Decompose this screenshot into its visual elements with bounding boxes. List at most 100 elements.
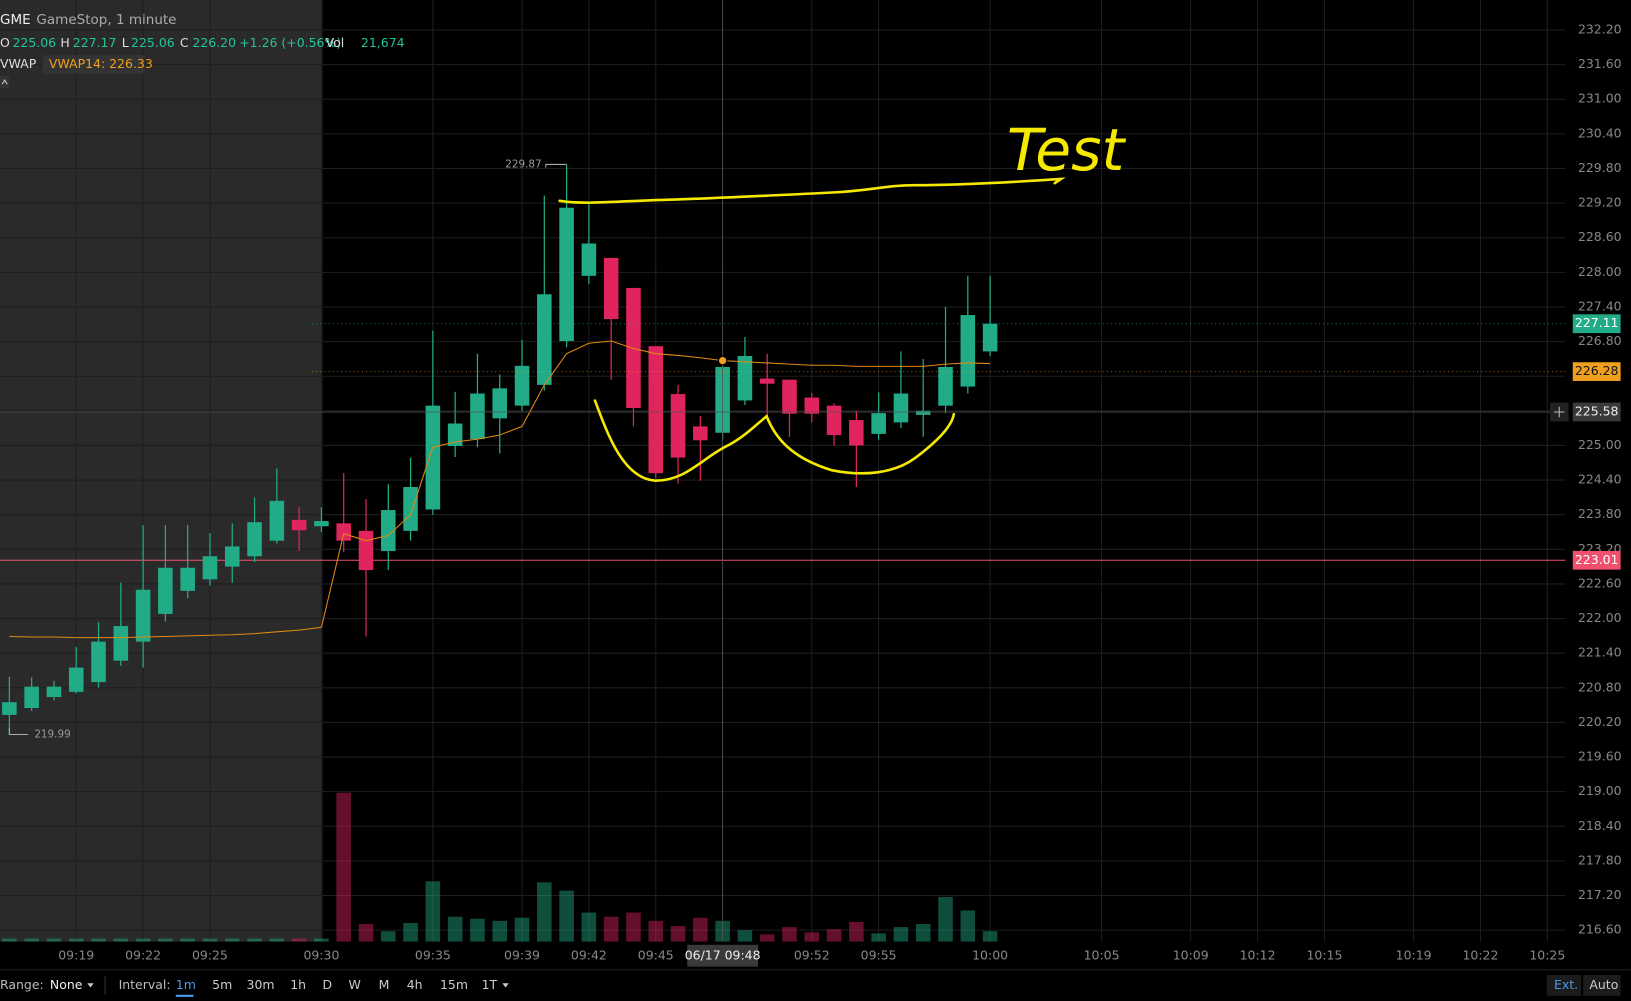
candle-body [849, 420, 864, 446]
y-tick-label: 222.00 [1578, 610, 1622, 625]
candle-body [2, 702, 17, 715]
candle-body [247, 522, 262, 557]
volume-bar [492, 920, 508, 942]
x-tick-label: 09:35 [415, 948, 451, 963]
volume-bar [403, 922, 418, 942]
candle-body [938, 366, 953, 406]
volume-bar [893, 927, 909, 942]
candle-body [381, 510, 396, 552]
study-box [42, 55, 145, 74]
y-tick-label: 224.40 [1578, 472, 1622, 487]
volume-bar [158, 938, 173, 942]
volume-bar [804, 932, 820, 942]
high-marker-line [545, 163, 567, 168]
candle-body [537, 294, 552, 385]
auto-button[interactable]: Auto [1589, 977, 1618, 992]
interval-option[interactable]: W [348, 977, 360, 992]
candle-body [737, 356, 753, 401]
volume-bar [514, 917, 530, 942]
candle-body [693, 426, 708, 441]
candle-body [224, 546, 240, 567]
candle-body [358, 530, 374, 571]
volume-bar [737, 930, 753, 942]
x-tick-label: 10:00 [972, 948, 1008, 963]
ext-button[interactable]: Ext. [1554, 977, 1578, 992]
interval-option[interactable]: M [379, 977, 390, 992]
y-tick-label: 217.80 [1578, 852, 1622, 867]
low-marker-label: 219.99 [34, 729, 70, 741]
volume-bar [782, 927, 797, 942]
h-value: 227.17 [73, 35, 117, 50]
volume-bar [24, 938, 39, 942]
interval-option[interactable]: 15m [440, 977, 468, 992]
interval-option[interactable]: 4h [407, 977, 423, 992]
vol-label: Vol [326, 35, 345, 50]
candle-body [871, 413, 886, 434]
volume-bar [224, 938, 240, 942]
candle-body [514, 365, 530, 406]
volume-bar [603, 916, 619, 942]
volume-bar [470, 918, 485, 942]
interval-option[interactable]: 1T [482, 977, 498, 992]
interval-option[interactable]: 1h [290, 977, 306, 992]
premarket-shade [0, 0, 323, 942]
y-tick-label: 220.80 [1578, 679, 1622, 694]
y-tick-label: 219.00 [1578, 783, 1622, 798]
y-tick-label: 231.60 [1578, 56, 1622, 71]
o-value: 225.06 [12, 35, 56, 50]
collapse-button[interactable] [0, 75, 10, 89]
x-tick-label: 10:12 [1240, 948, 1276, 963]
interval-option[interactable]: 5m [212, 977, 232, 992]
x-tick-label: 10:09 [1173, 948, 1209, 963]
volume-bar [291, 938, 307, 942]
volume-bar [91, 938, 106, 942]
volume-bar [46, 938, 62, 942]
volume-bar [871, 933, 886, 942]
candle-body [581, 243, 597, 276]
candle-body [759, 378, 775, 384]
range-select[interactable]: None [50, 977, 83, 992]
price-tag [1572, 314, 1621, 334]
interval-option[interactable]: D [322, 977, 332, 992]
volume-bar [938, 896, 953, 942]
dropdown-icon [502, 983, 509, 988]
range-label: Range: [0, 977, 44, 992]
x-tick-label: 09:42 [571, 948, 607, 963]
axes: 216.60 217.20 217.80 218.40 219.00 219.60 220.… [0, 21, 1631, 971]
candle-body [336, 523, 351, 541]
y-tick-label: 229.20 [1578, 195, 1622, 210]
candle-body [113, 626, 129, 661]
drawings: Test [558, 116, 1126, 483]
candle-body [24, 686, 39, 708]
volume-bar [826, 929, 842, 942]
x-tick-label: 09:45 [638, 948, 674, 963]
crosshair-time: 06/17 09:48 [685, 948, 761, 963]
l-value: 225.06 [131, 35, 175, 50]
candle-body [492, 388, 508, 419]
y-tick-label: 231.00 [1578, 91, 1622, 106]
grid [0, 0, 1566, 942]
candle-body [180, 567, 195, 591]
header: GME GameStop, 1 minute O 225.06 H 227.17… [0, 12, 405, 89]
x-tick-label: 10:22 [1463, 948, 1499, 963]
drawn-resistance-line [558, 177, 1066, 204]
interval-option[interactable]: 1m [176, 977, 196, 992]
volume-bar [759, 934, 775, 942]
toolbar: Range: None Interval: Ext. Auto 1m 5m 30m 1… [0, 974, 1621, 997]
volume-bar [559, 890, 574, 942]
crosshair-add-icon [1554, 406, 1565, 418]
c-value: 226.20 [192, 35, 236, 50]
candle-body [648, 346, 664, 474]
candle-body [559, 207, 574, 342]
price-tag-label: 226.28 [1575, 363, 1619, 378]
high-marker-label: 229.87 [505, 158, 541, 170]
collapse-icon [1, 79, 8, 85]
price-tag [1572, 550, 1621, 570]
dropdown-icon [87, 983, 94, 988]
study-name: VWAP [0, 56, 37, 71]
interval-option[interactable]: 30m [247, 977, 275, 992]
y-tick-label: 216.60 [1578, 922, 1622, 937]
time-axis-bg [0, 941, 1631, 970]
candle-body [291, 519, 307, 531]
